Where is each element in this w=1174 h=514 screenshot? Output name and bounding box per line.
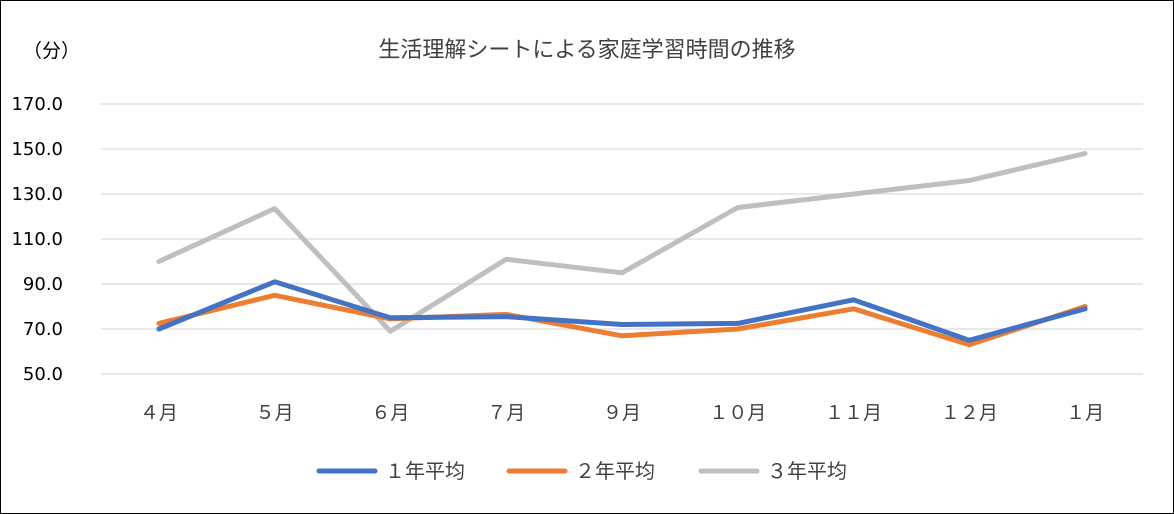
y-tick-label: 110.0 bbox=[11, 229, 63, 250]
legend-label: １年平均 bbox=[385, 459, 465, 483]
x-tick-label: ６月 bbox=[371, 402, 409, 424]
series-line bbox=[156, 279, 1088, 343]
x-tick-label: １０月 bbox=[709, 402, 766, 424]
series-line bbox=[156, 151, 1088, 334]
y-tick-label: 130.0 bbox=[11, 184, 63, 205]
legend-label: ２年平均 bbox=[575, 459, 655, 483]
x-tick-label: ５月 bbox=[256, 402, 294, 424]
x-tick-label: １１月 bbox=[825, 402, 882, 424]
y-tick-label: 70.0 bbox=[23, 319, 63, 340]
x-tick-label: ９月 bbox=[603, 402, 641, 424]
x-tick-label: １月 bbox=[1066, 402, 1104, 424]
y-unit-label: （分） bbox=[23, 40, 80, 62]
x-tick-label: ４月 bbox=[140, 402, 178, 424]
x-axis-ticks: ４月 ５月 ６月 ７月 ９月 １０月 １１月 １２月 １月 bbox=[140, 402, 1104, 424]
x-tick-label: １２月 bbox=[941, 402, 998, 424]
legend: １年平均 ２年平均 ３年平均 bbox=[316, 459, 847, 483]
y-tick-label: 50.0 bbox=[23, 364, 63, 385]
y-tick-label: 170.0 bbox=[11, 94, 63, 115]
y-tick-label: 150.0 bbox=[11, 139, 63, 160]
legend-label: ３年平均 bbox=[767, 459, 847, 483]
x-tick-label: ７月 bbox=[487, 402, 525, 424]
series-line bbox=[156, 292, 1088, 348]
chart-title: 生活理解シートによる家庭学習時間の推移 bbox=[378, 38, 795, 63]
y-axis-ticks: 50.0 70.0 90.0 110.0 130.0 150.0 170.0 bbox=[11, 94, 63, 385]
series-lines bbox=[156, 151, 1088, 348]
y-tick-label: 90.0 bbox=[23, 274, 63, 295]
